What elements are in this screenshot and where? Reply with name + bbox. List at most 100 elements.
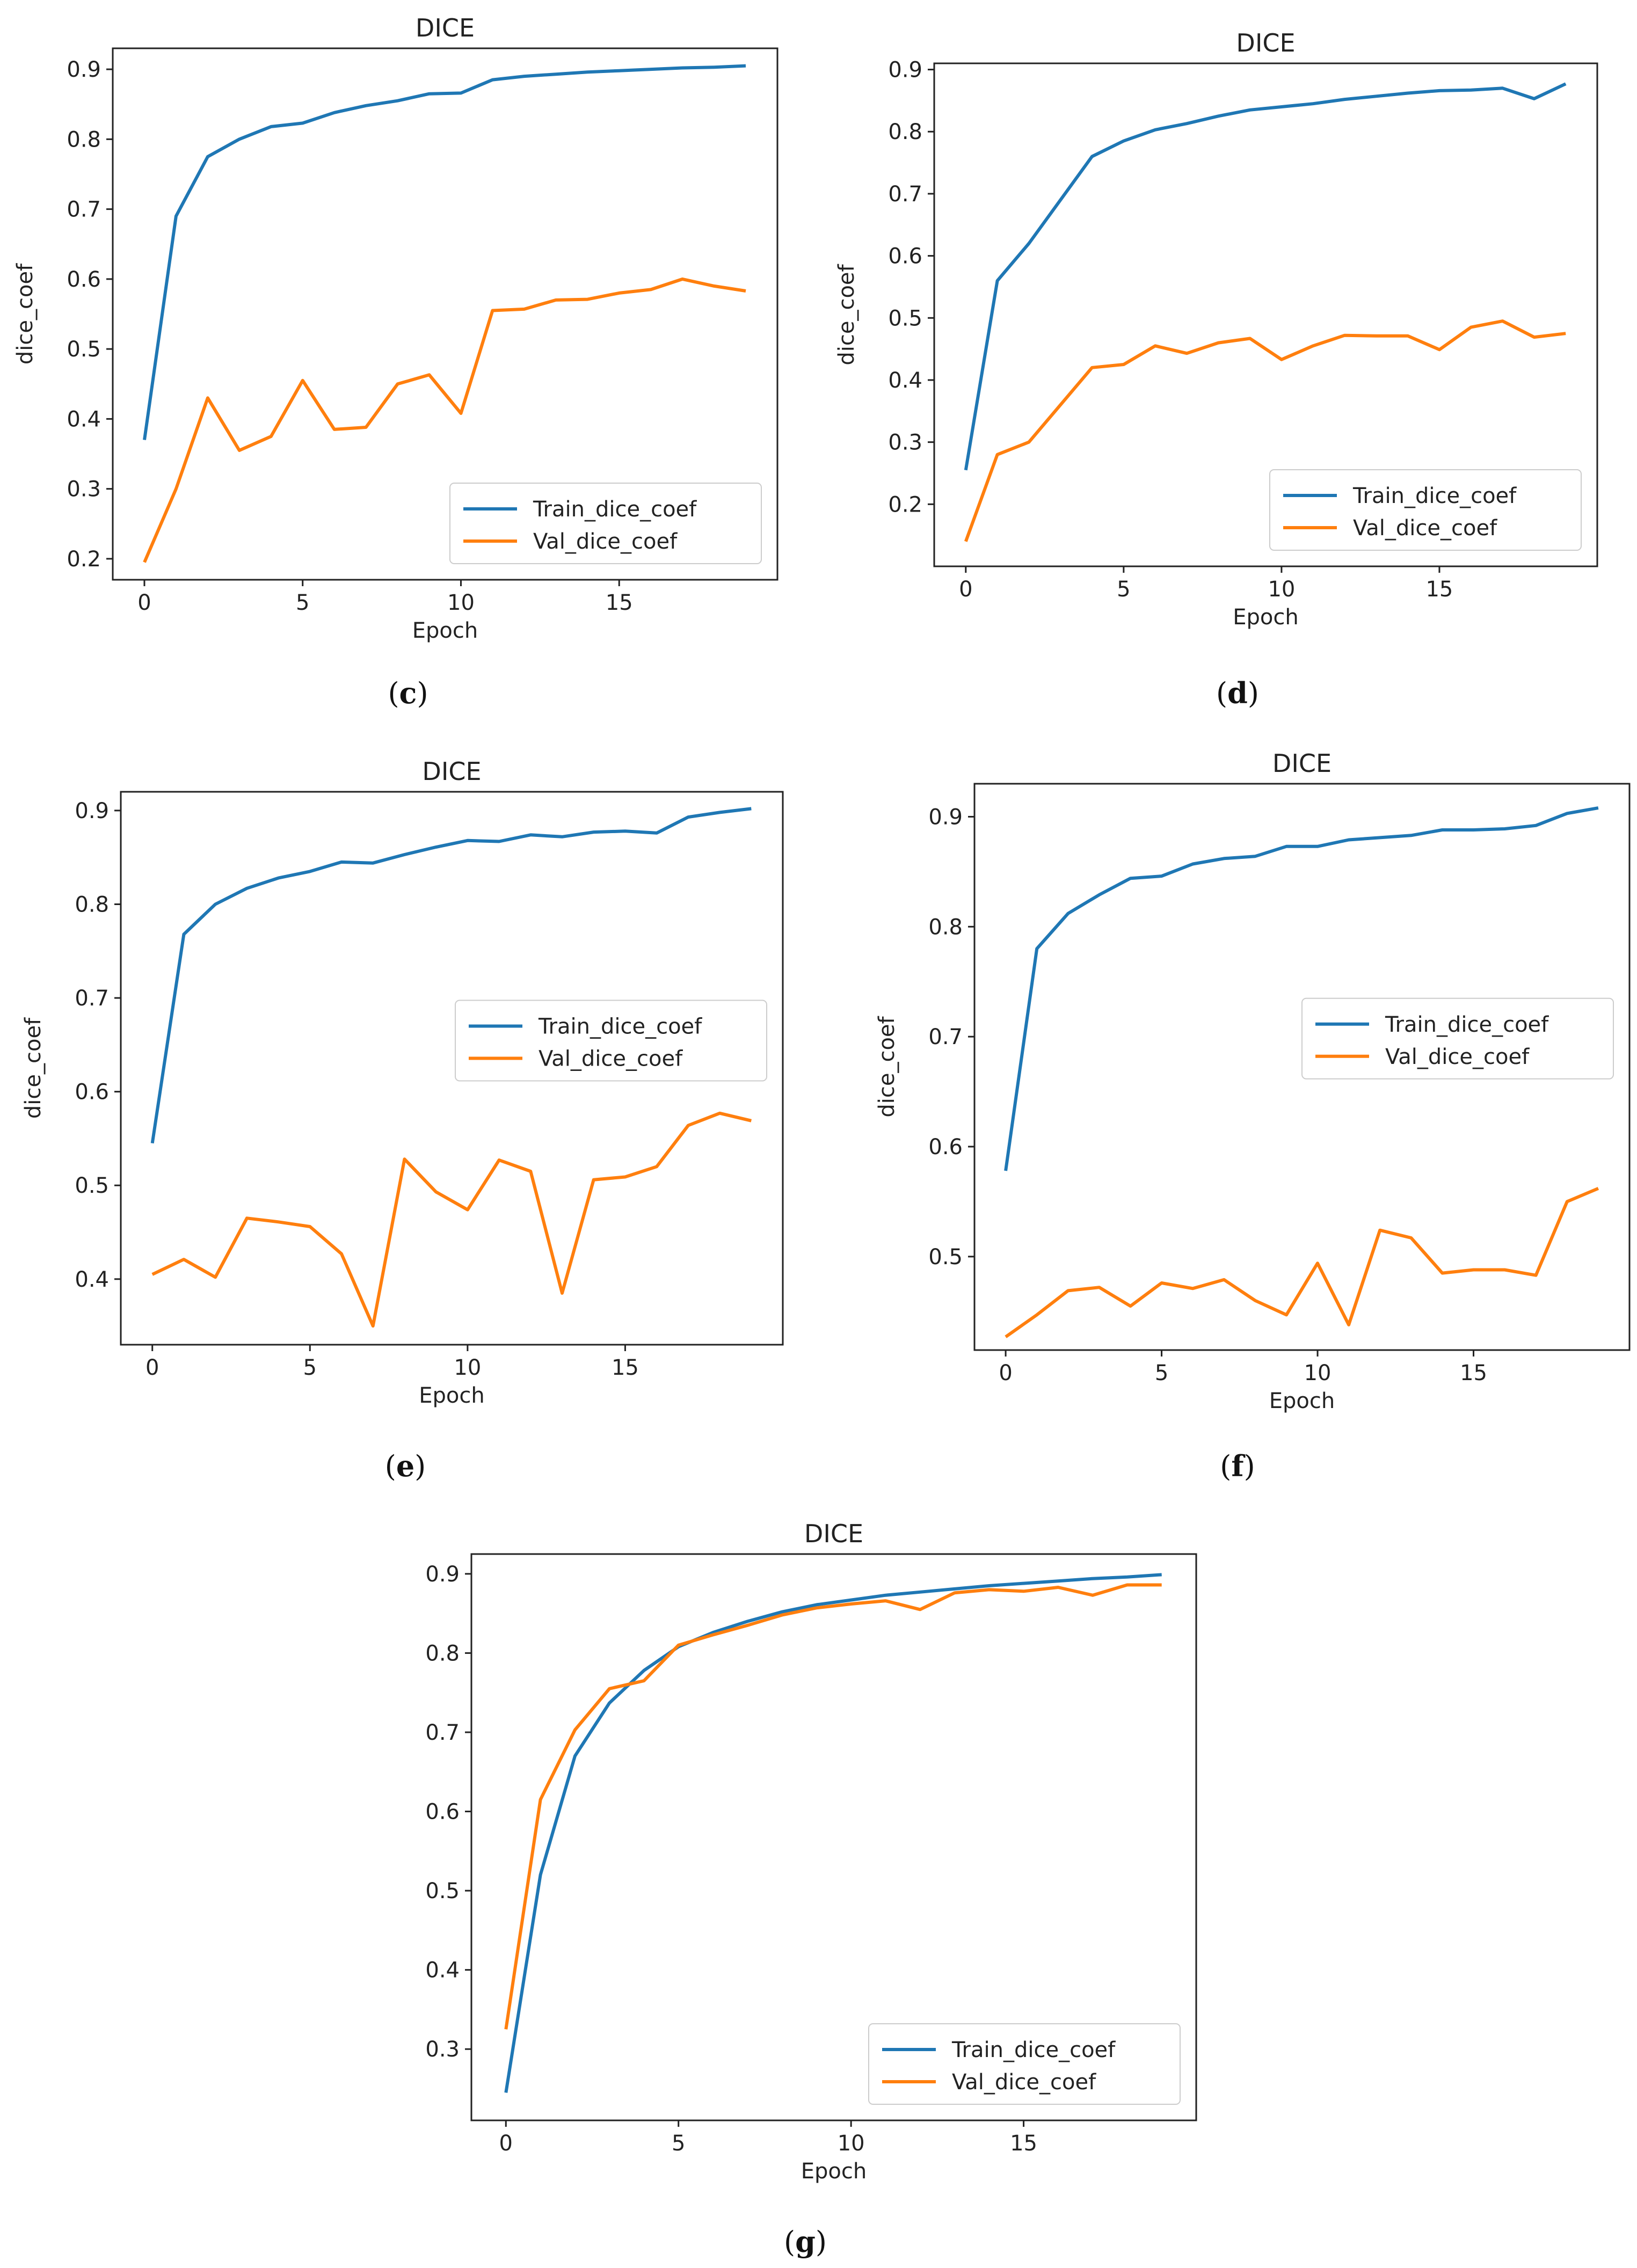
- legend-box: [1269, 469, 1582, 551]
- y-tick-label: 0.4: [888, 368, 922, 393]
- x-tick-label: 0: [999, 1361, 1012, 1385]
- legend: Train_dice_coef Val_dice_coef: [449, 483, 762, 564]
- legend-val-label: Val_dice_coef: [533, 529, 678, 554]
- x-tick-label: 10: [1268, 577, 1295, 602]
- chart-c: DICE 0.2 0.3 0.4 0.5 0.6 0.7 0.8 0.9 0 5 10 15 Epoch d…: [13, 13, 779, 710]
- x-tick-label: 5: [1155, 1361, 1168, 1385]
- val-dice-line: [504, 1583, 1162, 2030]
- chart-title: DICE: [804, 1519, 863, 1548]
- y-tick-label: 0.2: [888, 492, 922, 517]
- val-dice-line: [143, 277, 746, 563]
- axes-frame: [933, 62, 1598, 567]
- y-tick-label: 0.3: [425, 2037, 460, 2062]
- x-tick-label: 10: [454, 1355, 481, 1380]
- y-tick-label: 0.2: [67, 547, 101, 572]
- legend-train-label: Train_dice_coef: [951, 2038, 1116, 2062]
- y-tick-label: 0.6: [67, 267, 101, 292]
- x-axis-label: Epoch: [1233, 605, 1298, 630]
- y-tick-label: 0.5: [928, 1245, 963, 1270]
- y-tick-label: 0.9: [888, 58, 922, 83]
- legend-val-label: Val_dice_coef: [539, 1047, 683, 1071]
- y-tick-label: 0.8: [928, 915, 963, 939]
- x-tick-label: 5: [296, 590, 309, 615]
- y-tick-label: 0.3: [67, 477, 101, 502]
- x-tick-label: 15: [606, 590, 633, 615]
- y-tick-label: 0.6: [888, 244, 922, 269]
- chart-f: DICE 0.5 0.6 0.7 0.8 0.9 0 5 10 15 Epoch dice_coef T…: [875, 749, 1631, 1483]
- y-tick-label: 0.8: [425, 1641, 460, 1666]
- y-tick-label: 0.8: [67, 127, 101, 152]
- x-tick-label: 15: [1010, 2131, 1037, 2156]
- train-dice-line: [150, 807, 752, 1144]
- x-tick-label: 0: [959, 577, 972, 602]
- y-tick-label: 0.4: [67, 407, 101, 432]
- train-dice-line: [504, 1573, 1162, 2093]
- panel-caption: (e): [385, 1449, 426, 1483]
- y-tick-label: 0.7: [425, 1720, 460, 1745]
- legend: Train_dice_coef Val_dice_coef: [1301, 997, 1614, 1080]
- x-tick-label: 15: [612, 1355, 639, 1380]
- legend-val-label: Val_dice_coef: [1353, 516, 1497, 541]
- val-dice-line: [151, 1111, 752, 1328]
- val-dice-line: [1005, 1187, 1599, 1338]
- axes-frame: [470, 1553, 1197, 2121]
- chart-e: DICE 0.4 0.5 0.6 0.7 0.8 0.9 0 5 10 15 Epoch dice_co…: [21, 757, 784, 1483]
- legend-val-label: Val_dice_coef: [952, 2070, 1096, 2095]
- legend-train-label: Train_dice_coef: [538, 1015, 702, 1039]
- legend-box: [455, 1000, 767, 1082]
- y-tick-label: 0.9: [75, 799, 109, 823]
- y-tick-label: 0.7: [888, 182, 922, 207]
- y-tick-label: 0.7: [928, 1025, 963, 1049]
- x-tick-label: 10: [1304, 1361, 1332, 1385]
- chart-g: DICE 0.3 0.4 0.5 0.6 0.7 0.8 0.9 0 5 10 15 Epoch Trai…: [425, 1519, 1197, 2259]
- axes-frame: [973, 783, 1631, 1351]
- legend-val-label: Val_dice_coef: [1385, 1045, 1530, 1069]
- y-tick-label: 0.5: [425, 1879, 460, 1904]
- legend: Train_dice_coef Val_dice_coef: [1269, 469, 1582, 551]
- x-tick-label: 5: [672, 2131, 685, 2156]
- chart-title: DICE: [416, 13, 475, 42]
- x-tick-label: 15: [1460, 1361, 1487, 1385]
- panel-caption: (g): [784, 2225, 827, 2259]
- legend-box: [868, 2023, 1181, 2105]
- y-axis-label: dice_coef: [875, 1016, 899, 1117]
- legend-box: [1301, 997, 1614, 1080]
- y-tick-label: 0.9: [928, 805, 963, 829]
- y-axis-label: dice_coef: [21, 1017, 46, 1119]
- x-tick-label: 5: [1117, 577, 1130, 602]
- y-tick-label: 0.6: [425, 1800, 460, 1825]
- train-dice-line: [143, 64, 746, 440]
- y-tick-label: 0.9: [425, 1562, 460, 1587]
- x-tick-label: 15: [1425, 577, 1453, 602]
- axes-frame: [120, 791, 784, 1346]
- x-axis-label: Epoch: [801, 2159, 867, 2184]
- chart-title: DICE: [422, 757, 481, 786]
- x-tick-label: 0: [137, 590, 151, 615]
- x-tick-label: 10: [838, 2131, 865, 2156]
- chart-d: DICE 0.2 0.3 0.4 0.5 0.6 0.7 0.8 0.9 0 5 10 15 Epoch d…: [834, 28, 1598, 710]
- legend-train-label: Train_dice_coef: [1352, 484, 1517, 508]
- legend-box: [449, 483, 762, 564]
- x-axis-label: Epoch: [419, 1383, 484, 1408]
- val-dice-line: [964, 319, 1566, 542]
- y-tick-label: 0.4: [425, 1958, 460, 1983]
- y-tick-label: 0.3: [888, 431, 922, 455]
- y-tick-label: 0.7: [67, 198, 101, 222]
- y-axis-label: dice_coef: [13, 263, 38, 364]
- axes-frame: [112, 47, 779, 581]
- y-tick-label: 0.4: [75, 1267, 109, 1292]
- x-axis-label: Epoch: [412, 618, 478, 643]
- x-tick-label: 0: [499, 2131, 513, 2156]
- y-tick-label: 0.5: [67, 337, 101, 362]
- train-dice-line: [964, 82, 1567, 471]
- x-tick-label: 0: [145, 1355, 159, 1380]
- y-tick-label: 0.7: [75, 986, 109, 1011]
- legend: Train_dice_coef Val_dice_coef: [455, 1000, 767, 1082]
- chart-title: DICE: [1272, 749, 1332, 778]
- x-tick-label: 10: [447, 590, 475, 615]
- y-axis-label: dice_coef: [834, 264, 859, 365]
- x-axis-label: Epoch: [1269, 1389, 1335, 1413]
- y-tick-label: 0.5: [75, 1173, 109, 1198]
- panel-caption: (c): [388, 676, 428, 710]
